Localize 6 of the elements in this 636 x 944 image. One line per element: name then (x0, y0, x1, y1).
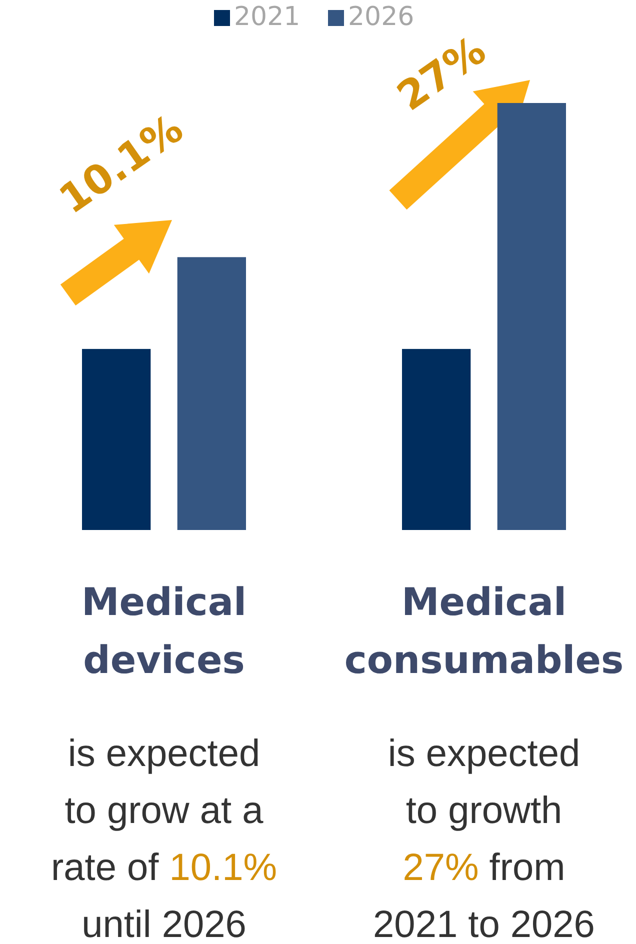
text: is expected to growth 27% from 2021 to 2026 (373, 733, 595, 944)
x-tick-label: Medical devices (81, 580, 247, 682)
text: is expected to grow at a rate of 10.1% until 2026 (50, 733, 278, 944)
legend-label: 2021 (234, 2, 300, 32)
x-tick-label: Medical consumables (344, 580, 624, 682)
legend-label: 2026 (348, 2, 414, 32)
